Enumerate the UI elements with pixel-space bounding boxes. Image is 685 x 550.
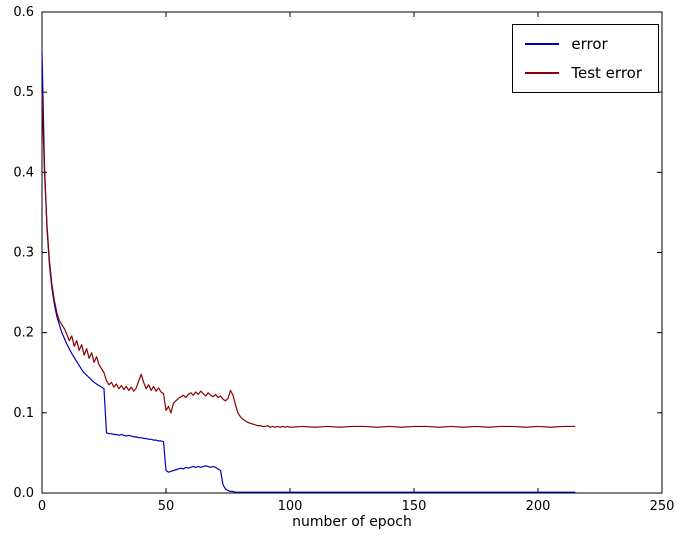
y-tick-label: 0.4 (13, 165, 34, 180)
x-tick-label: 50 (158, 499, 175, 514)
x-tick-label: 250 (650, 499, 675, 514)
legend-item-test-error: Test error (525, 64, 642, 82)
legend-label-error: error (571, 35, 608, 53)
legend: error Test error (512, 24, 659, 93)
y-tick-label: 0.0 (13, 486, 34, 501)
x-tick-label: 100 (278, 499, 303, 514)
y-tick-label: 0.2 (13, 326, 34, 341)
x-tick-label: 150 (402, 499, 427, 514)
y-tick-label: 0.6 (13, 5, 34, 20)
x-tick-label: 0 (38, 499, 46, 514)
legend-label-test-error: Test error (571, 64, 642, 82)
legend-item-error: error (525, 35, 642, 53)
y-tick-label: 0.5 (13, 85, 34, 100)
y-tick-label: 0.1 (13, 406, 34, 421)
series-line-error (41, 52, 576, 493)
series-line-test-error (41, 92, 576, 428)
legend-line-error (525, 43, 560, 45)
legend-line-test-error (525, 72, 560, 74)
y-tick-label: 0.3 (13, 246, 34, 261)
x-tick-label: 200 (526, 499, 551, 514)
x-axis-label: number of epoch (292, 514, 412, 530)
